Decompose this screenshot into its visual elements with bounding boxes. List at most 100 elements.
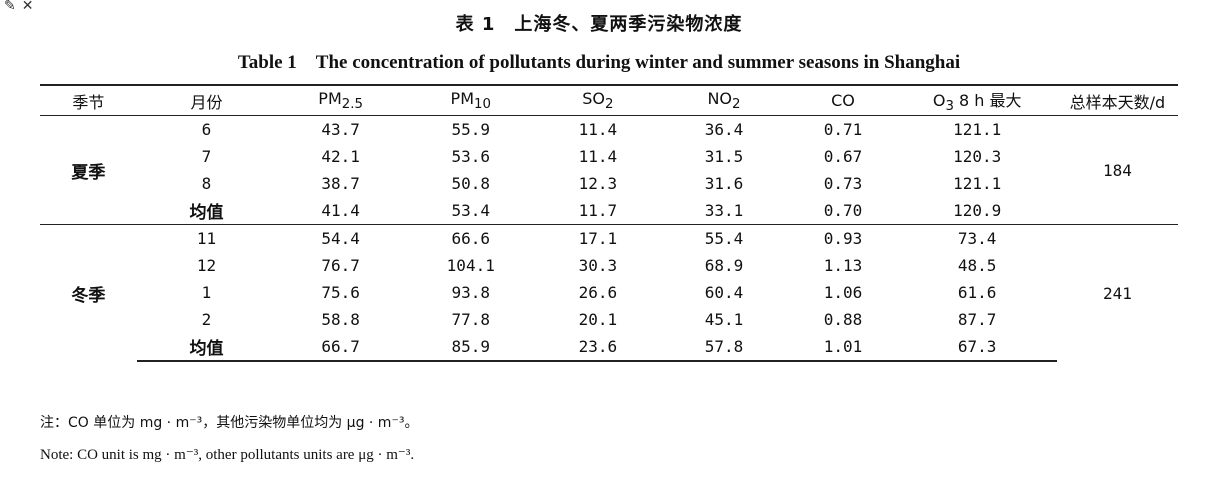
no2-cell: 68.9	[704, 256, 744, 275]
header-sample-days: 总样本天数/d	[1056, 84, 1178, 116]
so2-cell: 30.3	[578, 256, 618, 275]
pm25-label: PM	[318, 88, 342, 108]
table-row: 1 75.6 93.8 26.6 60.4 1.06 61.6	[40, 279, 1178, 306]
no2-sub: 2	[732, 97, 741, 113]
pm10-sub: 10	[474, 97, 491, 113]
pm10-cell: 93.8	[451, 283, 491, 302]
so2-sub: 2	[605, 97, 614, 113]
note-en: Note: CO unit is mg · m⁻³, other polluta…	[40, 447, 415, 463]
o3-cell: 67.3	[897, 333, 1057, 362]
month-cell: 2	[201, 310, 212, 329]
table-row: 2 58.8 77.8 20.1 45.1 0.88 87.7	[40, 306, 1178, 333]
sample-days-summer: 184	[1102, 160, 1132, 180]
pollutant-table: 季节 月份 PM2.5 PM10 SO2 NO2 CO O3 8 h 最大 总样…	[40, 84, 1178, 362]
no2-cell: 33.1	[704, 201, 744, 220]
o3-sub: 3	[945, 99, 954, 115]
pm10-cell: 104.1	[446, 256, 495, 275]
o3-cell: 73.4	[897, 224, 1057, 252]
header-row: 季节 月份 PM2.5 PM10 SO2 NO2 CO O3 8 h 最大 总样…	[40, 84, 1178, 116]
table-title-cn: 表 1 上海冬、夏两季污染物浓度	[455, 14, 743, 35]
no2-cell: 36.4	[704, 120, 744, 139]
o3-cell: 121.1	[953, 174, 1002, 193]
no2-cell: 57.8	[659, 333, 789, 362]
month-cell-average: 均值	[136, 333, 277, 362]
month-cell: 12	[196, 256, 217, 275]
co-cell: 0.71	[823, 120, 863, 139]
co-cell: 1.13	[823, 256, 863, 275]
co-cell: 0.73	[823, 174, 863, 193]
header-o3: O3 8 h 最大	[897, 84, 1057, 116]
pm10-cell: 66.6	[405, 224, 537, 252]
co-cell: 1.01	[788, 333, 898, 362]
co-cell: 1.06	[823, 283, 863, 302]
pm10-cell: 77.8	[451, 310, 491, 329]
edit-icon[interactable]: ✎	[4, 0, 16, 14]
header-pm10: PM10	[405, 84, 537, 116]
pm10-cell: 53.6	[451, 147, 491, 166]
pm25-cell: 58.8	[321, 310, 360, 329]
header-month: 月份	[136, 84, 277, 116]
so2-cell: 11.4	[578, 147, 618, 166]
close-icon[interactable]: ✕	[21, 0, 34, 14]
so2-label: SO	[582, 88, 605, 108]
table-title-en: Table 1 The concentration of pollutants …	[237, 52, 961, 73]
month-cell: 8	[201, 174, 212, 193]
sample-days-winter: 241	[1056, 224, 1178, 361]
co-cell: 0.70	[823, 201, 863, 220]
pm10-cell: 50.8	[451, 174, 491, 193]
o3-cell: 48.5	[957, 256, 997, 275]
no2-label: NO	[707, 88, 732, 108]
o3-cell: 61.6	[957, 283, 997, 302]
table-row: 冬季 11 54.4 66.6 17.1 55.4 0.93 73.4 241	[40, 224, 1178, 361]
so2-cell: 17.1	[536, 224, 660, 252]
month-cell-average: 均值	[189, 203, 224, 223]
o3-cell: 87.7	[957, 310, 997, 329]
pm25-cell: 41.4	[321, 201, 360, 220]
pm10-label: PM	[450, 88, 474, 108]
header-season: 季节	[40, 84, 137, 116]
no2-cell: 45.1	[704, 310, 744, 329]
o3-cell: 120.3	[953, 147, 1002, 166]
season-summer: 夏季	[71, 162, 106, 183]
month-cell: 7	[201, 147, 212, 166]
header-so2: SO2	[536, 84, 660, 116]
note-cn: 注：CO 单位为 mg · m⁻³，其他污染物单位均为 μg · m⁻³。	[40, 415, 419, 431]
so2-cell: 20.1	[578, 310, 618, 329]
month-cell: 1	[201, 283, 212, 302]
so2-cell: 26.6	[578, 283, 618, 302]
table-row: 均值 41.4 53.4 11.7 33.1 0.70 120.9	[40, 197, 1178, 225]
season-winter: 冬季	[40, 224, 137, 361]
o3-label: O	[932, 90, 946, 110]
pm25-cell: 76.7	[321, 256, 360, 275]
o3-suffix: 8 h 最大	[953, 90, 1022, 110]
no2-cell: 55.4	[659, 224, 789, 252]
pm25-cell: 75.6	[321, 283, 360, 302]
toolbar-icons: ✎ ✕	[4, 0, 34, 14]
pm25-cell: 66.7	[276, 333, 406, 362]
no2-cell: 31.6	[704, 174, 744, 193]
so2-cell: 12.3	[578, 174, 618, 193]
no2-cell: 60.4	[704, 283, 744, 302]
pm25-sub: 2.5	[341, 97, 363, 113]
o3-cell: 121.1	[953, 120, 1002, 139]
pm25-cell: 43.7	[321, 120, 360, 139]
table-row: 8 38.7 50.8 12.3 31.6 0.73 121.1	[40, 170, 1178, 197]
so2-cell: 11.7	[578, 201, 618, 220]
table-row: 12 76.7 104.1 30.3 68.9 1.13 48.5	[40, 252, 1178, 279]
pm10-cell: 55.9	[451, 120, 491, 139]
co-cell: 0.88	[823, 310, 863, 329]
so2-cell: 23.6	[536, 333, 660, 362]
co-cell: 0.67	[823, 147, 863, 166]
pm10-cell: 85.9	[405, 333, 537, 362]
header-pm25: PM2.5	[276, 84, 406, 116]
header-co: CO	[788, 84, 898, 116]
header-no2: NO2	[659, 84, 789, 116]
pm25-cell: 42.1	[321, 147, 360, 166]
pm25-cell: 38.7	[321, 174, 360, 193]
table-row: 均值 66.7 85.9 23.6 57.8 1.01 67.3	[40, 333, 1178, 362]
so2-cell: 11.4	[578, 120, 618, 139]
month-cell: 11	[136, 224, 277, 252]
o3-cell: 120.9	[953, 201, 1002, 220]
pm10-cell: 53.4	[451, 201, 491, 220]
month-cell: 6	[201, 120, 212, 139]
